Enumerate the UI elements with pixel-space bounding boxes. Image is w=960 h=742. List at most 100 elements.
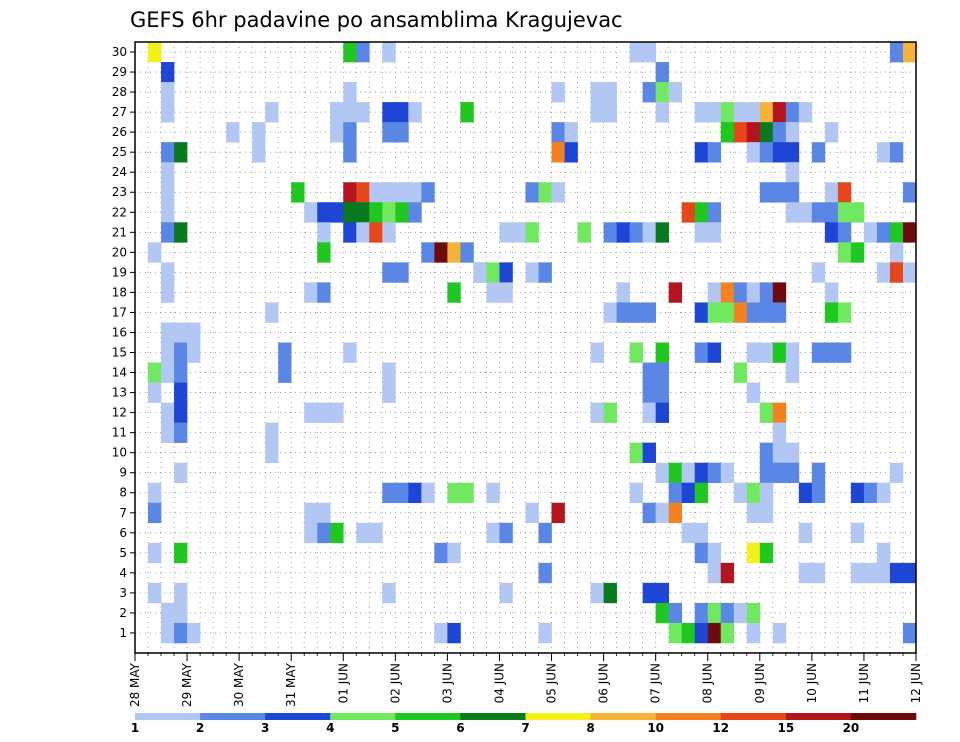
heatmap-cell (551, 82, 565, 103)
heatmap-cell (304, 502, 318, 524)
heatmap-cell (551, 502, 565, 524)
chart-title: GEFS 6hr padavine po ansamblima Kragujev… (130, 8, 623, 32)
heatmap-cell (681, 622, 696, 644)
heatmap-cell (655, 82, 669, 103)
heatmap-cell (382, 362, 396, 383)
heatmap-cell (889, 462, 904, 484)
heatmap-cell (642, 302, 656, 323)
heatmap-cell (473, 262, 487, 283)
heatmap-cell (642, 382, 656, 403)
heatmap-cell (694, 342, 709, 363)
heatmap-cell (902, 562, 917, 584)
heatmap-cell (356, 182, 370, 203)
heatmap-cell (629, 42, 643, 63)
heatmap-cell (642, 402, 656, 423)
heatmap-cell (655, 502, 669, 524)
heatmap-cell (837, 202, 852, 223)
heatmap-cell (616, 222, 630, 243)
heatmap-cell (343, 342, 357, 363)
heatmap-cell (148, 542, 162, 564)
heatmap-cell (369, 522, 383, 544)
heatmap-cell (850, 202, 865, 223)
heatmap-cell (681, 462, 696, 484)
y-tick-label: 20 (112, 245, 127, 259)
heatmap-cell (681, 202, 696, 223)
heatmap-cell (655, 602, 669, 624)
heatmap-cell (603, 82, 617, 103)
heatmap-cell (837, 242, 852, 263)
heatmap-cell (161, 82, 175, 103)
heatmap-cell (421, 182, 435, 203)
heatmap-cell (161, 142, 175, 163)
y-tick-label: 21 (112, 225, 127, 239)
heatmap-cell (447, 242, 461, 263)
heatmap-cell (785, 362, 800, 383)
heatmap-cell (876, 222, 891, 243)
heatmap-cell (187, 342, 201, 363)
heatmap-cell (707, 562, 722, 584)
heatmap-cell (707, 142, 722, 163)
heatmap-cell (161, 222, 175, 243)
heatmap-cell (785, 142, 800, 163)
heatmap-cell (395, 102, 409, 123)
x-tick-label: 30 MAY (232, 662, 246, 707)
y-tick-label: 28 (112, 85, 127, 99)
heatmap-cell (148, 362, 162, 383)
heatmap-cell (538, 262, 552, 283)
heatmap-cell (720, 462, 735, 484)
heatmap-cell (694, 602, 709, 624)
legend-swatch (655, 713, 722, 720)
heatmap-cell (174, 142, 188, 163)
y-tick-label: 17 (112, 305, 127, 319)
heatmap-cell (668, 82, 682, 103)
heatmap-cell (486, 482, 500, 504)
heatmap-cell (759, 342, 774, 363)
heatmap-cell (174, 622, 188, 644)
heatmap-cell (655, 62, 669, 83)
heatmap-cell (538, 522, 552, 544)
heatmap-cell (785, 202, 800, 223)
legend-swatch (395, 713, 461, 720)
heatmap-cell (902, 262, 917, 283)
x-tick-label: 08 JUN (701, 663, 715, 703)
y-tick-label: 16 (112, 325, 127, 339)
y-tick-label: 26 (112, 125, 127, 139)
heatmap-cell (304, 202, 318, 223)
heatmap-cell (707, 542, 722, 564)
heatmap-cell (343, 42, 357, 63)
heatmap-cell (746, 382, 761, 403)
heatmap-cell (161, 362, 175, 383)
heatmap-cell (772, 462, 787, 484)
heatmap-cell (889, 142, 904, 163)
legend-label: 10 (647, 721, 664, 735)
heatmap-cell (876, 142, 891, 163)
heatmap-cell (746, 122, 761, 143)
legend-label: 8 (586, 721, 594, 735)
heatmap-cell (330, 122, 344, 143)
heatmap-cell (720, 602, 735, 624)
heatmap-cell (317, 242, 331, 263)
heatmap-cell (655, 582, 669, 604)
heatmap-cell (252, 122, 266, 143)
y-tick-label: 2 (119, 606, 127, 620)
heatmap-cell (733, 122, 748, 143)
heatmap-cell (317, 282, 331, 303)
legend-swatch (135, 713, 201, 720)
y-tick-label: 11 (112, 426, 127, 440)
heatmap-cell (785, 462, 800, 484)
heatmap-cell (317, 222, 331, 243)
heatmap-cell (746, 602, 761, 624)
heatmap-cell (863, 562, 878, 584)
heatmap-cell (499, 522, 513, 544)
heatmap-cell (161, 162, 175, 183)
heatmap-cell (382, 202, 396, 223)
heatmap-cell (707, 602, 722, 624)
heatmap-cell (161, 602, 175, 624)
heatmap-cell (902, 222, 917, 243)
heatmap-cell (824, 202, 839, 223)
heatmap-cell (174, 222, 188, 243)
legend: 1 2 3 4 5 6 7 8 10 12 15 20 (131, 713, 917, 735)
heatmap-cell (876, 262, 891, 283)
heatmap-cell (902, 42, 917, 63)
heatmap-cell (382, 582, 396, 604)
